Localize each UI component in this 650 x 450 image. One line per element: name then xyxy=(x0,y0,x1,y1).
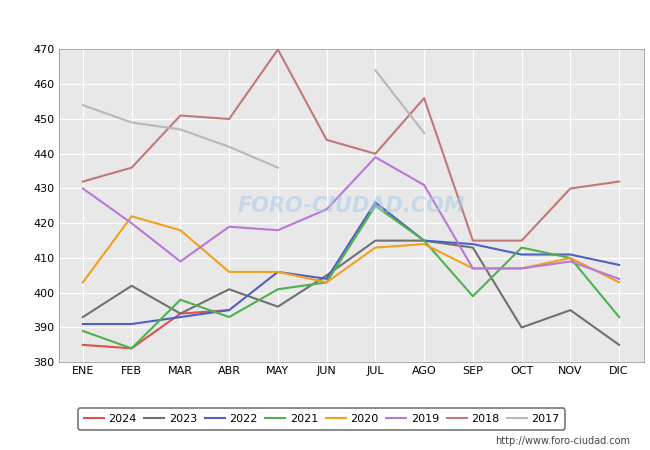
2021 xyxy=(79,328,87,333)
2020 xyxy=(322,279,330,285)
2021 xyxy=(127,346,136,351)
2023 xyxy=(615,342,623,347)
2017 xyxy=(225,144,233,149)
2022 xyxy=(517,252,525,257)
2018 xyxy=(372,151,380,157)
2022 xyxy=(177,315,185,320)
2024 xyxy=(127,346,136,351)
2021 xyxy=(615,315,623,320)
Text: FORO-CIUDAD.COM: FORO-CIUDAD.COM xyxy=(237,196,465,216)
2023 xyxy=(372,238,380,243)
2019 xyxy=(372,154,380,160)
2023 xyxy=(566,307,575,313)
2019 xyxy=(566,259,575,264)
2023 xyxy=(469,245,477,250)
Line: 2020: 2020 xyxy=(83,216,619,282)
Line: 2022: 2022 xyxy=(83,202,619,324)
2020 xyxy=(566,255,575,261)
2018 xyxy=(225,116,233,122)
2018 xyxy=(469,238,477,243)
2019 xyxy=(469,266,477,271)
2020 xyxy=(372,245,380,250)
2019 xyxy=(322,207,330,212)
2022 xyxy=(79,321,87,327)
2022 xyxy=(127,321,136,327)
2018 xyxy=(615,179,623,184)
2022 xyxy=(615,262,623,268)
2021 xyxy=(517,245,525,250)
2018 xyxy=(322,137,330,143)
2017 xyxy=(177,127,185,132)
2021 xyxy=(420,238,428,243)
2019 xyxy=(615,276,623,282)
2021 xyxy=(177,297,185,302)
2023 xyxy=(177,311,185,316)
2021 xyxy=(469,293,477,299)
2018 xyxy=(274,47,282,52)
2019 xyxy=(274,228,282,233)
2023 xyxy=(517,325,525,330)
2022 xyxy=(469,241,477,247)
2020 xyxy=(274,269,282,274)
2018 xyxy=(79,179,87,184)
2019 xyxy=(177,259,185,264)
2019 xyxy=(225,224,233,230)
2021 xyxy=(566,255,575,261)
Text: Afiliados en El Gastor a 30/4/2024: Afiliados en El Gastor a 30/4/2024 xyxy=(172,16,478,34)
2022 xyxy=(566,252,575,257)
2018 xyxy=(177,113,185,118)
2023 xyxy=(127,283,136,288)
Line: 2024: 2024 xyxy=(83,310,229,348)
2024 xyxy=(79,342,87,347)
Line: 2017: 2017 xyxy=(83,105,278,168)
2020 xyxy=(517,266,525,271)
2024 xyxy=(177,311,185,316)
2024 xyxy=(225,307,233,313)
2020 xyxy=(177,228,185,233)
2022 xyxy=(225,307,233,313)
2017 xyxy=(127,120,136,125)
2018 xyxy=(566,186,575,191)
2019 xyxy=(127,220,136,226)
2020 xyxy=(79,279,87,285)
2020 xyxy=(127,214,136,219)
2018 xyxy=(127,165,136,171)
2021 xyxy=(274,287,282,292)
2020 xyxy=(615,279,623,285)
2018 xyxy=(420,95,428,101)
2019 xyxy=(420,182,428,188)
2022 xyxy=(322,276,330,282)
Line: 2019: 2019 xyxy=(83,157,619,279)
Text: http://www.foro-ciudad.com: http://www.foro-ciudad.com xyxy=(495,436,630,446)
2021 xyxy=(225,315,233,320)
2021 xyxy=(322,279,330,285)
Line: 2021: 2021 xyxy=(83,206,619,348)
2023 xyxy=(274,304,282,309)
2019 xyxy=(79,186,87,191)
Line: 2023: 2023 xyxy=(83,241,619,345)
2018 xyxy=(517,238,525,243)
2022 xyxy=(372,200,380,205)
2023 xyxy=(420,238,428,243)
Line: 2018: 2018 xyxy=(83,50,619,241)
2020 xyxy=(420,241,428,247)
2017 xyxy=(79,103,87,108)
2023 xyxy=(322,273,330,278)
2021 xyxy=(372,203,380,208)
2023 xyxy=(79,315,87,320)
2023 xyxy=(225,287,233,292)
Legend: 2024, 2023, 2022, 2021, 2020, 2019, 2018, 2017: 2024, 2023, 2022, 2021, 2020, 2019, 2018… xyxy=(78,409,566,430)
2022 xyxy=(274,269,282,274)
2020 xyxy=(469,266,477,271)
2022 xyxy=(420,238,428,243)
2019 xyxy=(517,266,525,271)
2020 xyxy=(225,269,233,274)
2017 xyxy=(274,165,282,171)
